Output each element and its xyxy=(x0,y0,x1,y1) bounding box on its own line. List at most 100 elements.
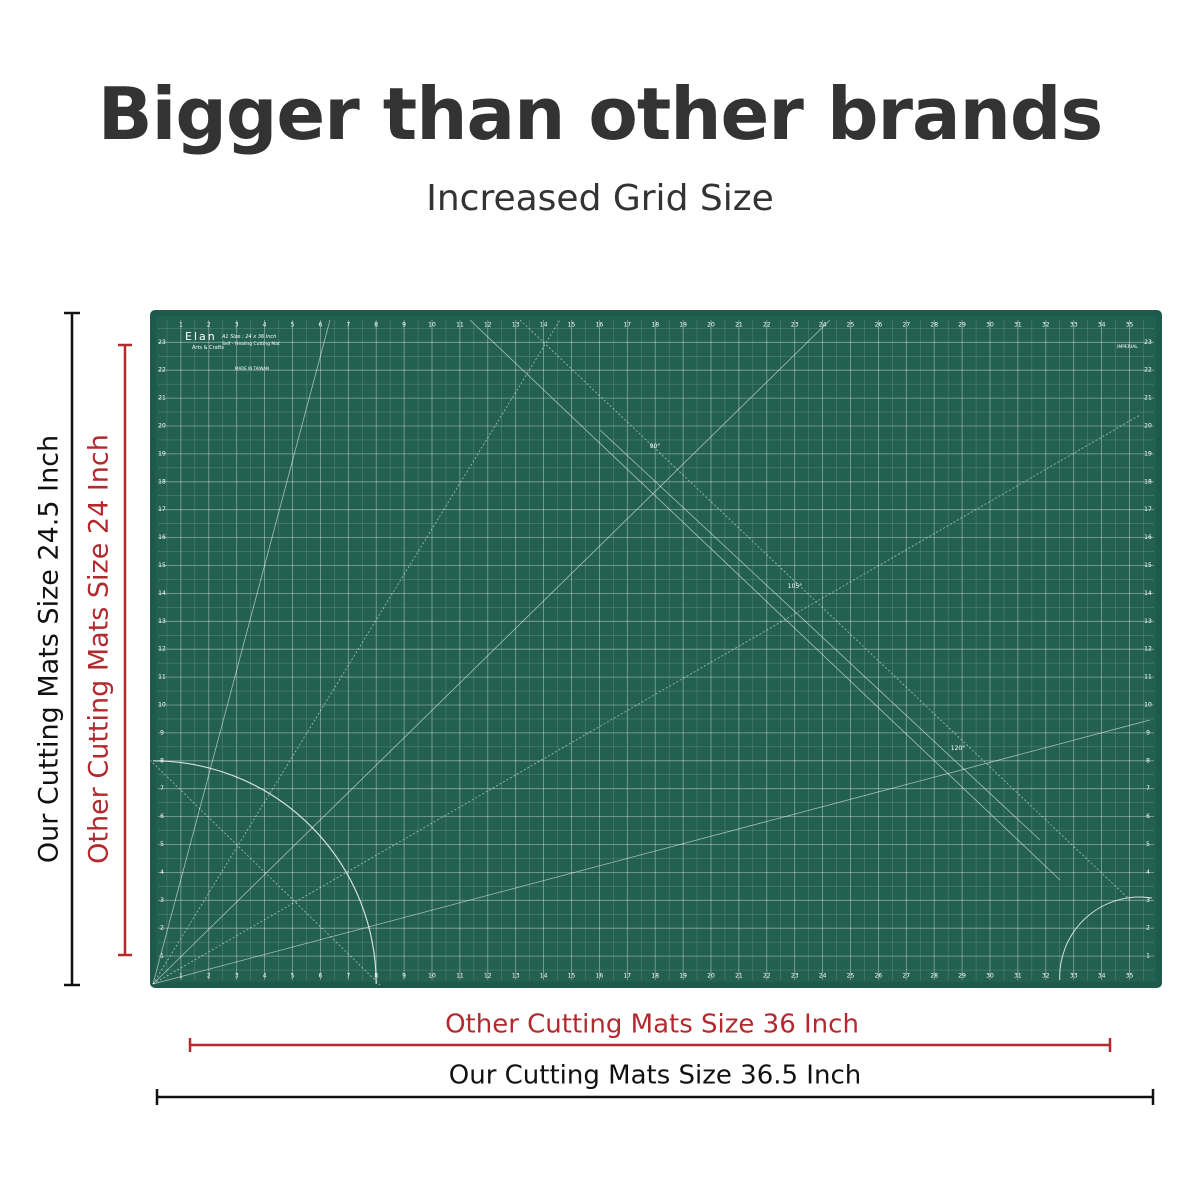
ruler-label: 20 xyxy=(707,322,715,329)
ruler-label: 1 xyxy=(179,973,183,980)
guide-line xyxy=(152,319,561,985)
ruler-label: 9 xyxy=(160,729,164,736)
ruler-label: 2 xyxy=(207,973,211,980)
ruler-label: 19 xyxy=(158,450,166,457)
ruler-label: 15 xyxy=(568,973,576,980)
ruler-label: 15 xyxy=(1144,562,1152,569)
ruler-label: 11 xyxy=(1144,674,1152,681)
ruler-label: 9 xyxy=(402,322,406,329)
guide-line xyxy=(152,414,1141,985)
brand: Elan xyxy=(185,330,217,343)
ruler-label: 18 xyxy=(1144,478,1152,485)
ruler-label: 9 xyxy=(402,973,406,980)
ruler-label: 18 xyxy=(158,478,166,485)
ruler-label: 19 xyxy=(1144,450,1152,457)
ruler-label: 21 xyxy=(735,322,743,329)
ruler-label: 21 xyxy=(1144,395,1152,402)
ruler-label: 20 xyxy=(158,423,166,430)
ruler-label: 13 xyxy=(1144,618,1152,625)
ruler-label: 6 xyxy=(160,813,164,820)
rulers: 1122334455667788991010111112121313141415… xyxy=(158,322,1152,980)
ruler-label: 4 xyxy=(263,322,267,329)
ruler-label: 17 xyxy=(623,973,631,980)
ruler-label: 24 xyxy=(819,322,827,329)
ruler-label: 23 xyxy=(158,339,166,346)
ruler-label: 28 xyxy=(930,322,938,329)
ruler-label: 32 xyxy=(1042,973,1050,980)
ruler-label: 15 xyxy=(568,322,576,329)
ruler-label: 8 xyxy=(160,757,164,764)
ruler-label: 3 xyxy=(160,897,164,904)
our-width-label: Our Cutting Mats Size 36.5 Inch xyxy=(449,1061,861,1091)
ruler-label: 33 xyxy=(1070,322,1078,329)
ruler-label: 25 xyxy=(847,322,855,329)
guide-line xyxy=(152,319,831,985)
ruler-label: 34 xyxy=(1098,322,1106,329)
ruler-label: 5 xyxy=(1146,841,1150,848)
ruler-label: 5 xyxy=(291,973,295,980)
ruler-label: 4 xyxy=(1146,869,1150,876)
ruler-label: 3 xyxy=(235,322,239,329)
ruler-label: 10 xyxy=(428,322,436,329)
ruler-label: 5 xyxy=(160,841,164,848)
ruler-label: 35 xyxy=(1126,322,1134,329)
ruler-label: 2 xyxy=(207,322,211,329)
corner-arc xyxy=(1059,896,1153,981)
our-height-label: Our Cutting Mats Size 24.5 Inch xyxy=(34,435,65,863)
ruler-label: 14 xyxy=(540,322,548,329)
ruler-label: 34 xyxy=(1098,973,1106,980)
guide-line xyxy=(599,429,1041,841)
angle-label: 105° xyxy=(788,583,802,590)
origin-label: MADE IN TAIWAN xyxy=(235,366,269,371)
ruler-label: 20 xyxy=(707,973,715,980)
ruler-label: 15 xyxy=(158,562,166,569)
ruler-label: 30 xyxy=(986,973,994,980)
ruler-label: 29 xyxy=(958,973,966,980)
ruler-label: 7 xyxy=(160,785,164,792)
ruler-label: 10 xyxy=(1144,702,1152,709)
ruler-label: 10 xyxy=(428,973,436,980)
ruler-label: 30 xyxy=(986,322,994,329)
ruler-label: 8 xyxy=(1146,757,1150,764)
ruler-label: 18 xyxy=(651,322,659,329)
ruler-label: 2 xyxy=(160,925,164,932)
ruler-label: 22 xyxy=(763,973,771,980)
ruler-label: 23 xyxy=(791,973,799,980)
ruler-label: 3 xyxy=(1146,897,1150,904)
protractor xyxy=(152,760,377,985)
guide-line xyxy=(149,759,381,986)
ruler-label: 19 xyxy=(679,322,687,329)
ruler-label: 35 xyxy=(1126,973,1134,980)
ruler-label: 6 xyxy=(318,973,322,980)
other-width-label: Other Cutting Mats Size 36 Inch xyxy=(445,1010,859,1040)
guide-line xyxy=(152,719,1151,985)
ruler-label: 1 xyxy=(179,322,183,329)
ruler-label: 7 xyxy=(346,973,350,980)
ruler-label: 13 xyxy=(512,322,520,329)
ruler-label: 13 xyxy=(158,618,166,625)
other-height-label: Other Cutting Mats Size 24 Inch xyxy=(84,434,115,864)
ruler-label: 3 xyxy=(235,973,239,980)
ruler-label: 14 xyxy=(1144,590,1152,597)
ruler-label: 7 xyxy=(1146,785,1150,792)
ruler-label: 17 xyxy=(158,506,166,513)
ruler-label: 18 xyxy=(651,973,659,980)
ruler-label: 24 xyxy=(819,973,827,980)
angle-label: 90° xyxy=(650,443,661,450)
grid xyxy=(149,319,1154,986)
ruler-label: 14 xyxy=(158,590,166,597)
ruler-label: 23 xyxy=(1144,339,1152,346)
ruler-label: 14 xyxy=(540,973,548,980)
ruler-label: 27 xyxy=(902,322,910,329)
ruler-label: 16 xyxy=(158,534,166,541)
guide-line xyxy=(152,319,331,985)
ruler-label: 8 xyxy=(374,973,378,980)
ruler-label: 16 xyxy=(596,973,604,980)
ruler-label: 26 xyxy=(875,322,883,329)
ruler-label: 27 xyxy=(902,973,910,980)
kind-label: Self - Healing Cutting Mat xyxy=(222,341,280,347)
mat-surface xyxy=(156,316,1156,982)
ruler-label: 13 xyxy=(512,973,520,980)
title: Bigger than other brands xyxy=(97,72,1103,156)
